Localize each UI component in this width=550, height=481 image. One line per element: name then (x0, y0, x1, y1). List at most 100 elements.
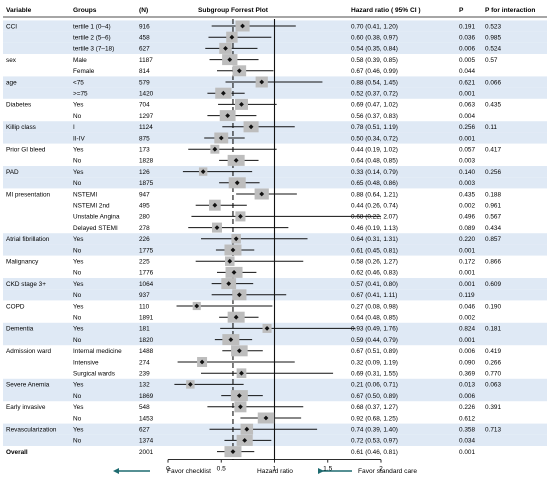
cell-p-interaction: 0.866 (485, 259, 501, 266)
cell-p-interaction: 0.066 (485, 79, 501, 86)
cell-p-interaction: 0.609 (485, 281, 501, 288)
table-header: Variable Groups (N) Subgroup Forrest Plo… (6, 7, 535, 14)
cell-hazard-ratio: 0.27 (0.08, 0.98) (351, 303, 398, 310)
point-estimate (226, 281, 232, 286)
point-estimate (231, 270, 237, 275)
point-estimate (212, 202, 218, 208)
cell-p: 0.001 (459, 270, 475, 277)
cell-hazard-ratio: 0.58 (0.39, 0.85) (351, 57, 398, 64)
cell-p: 0.369 (459, 371, 475, 378)
cell-n: 1891 (139, 315, 154, 322)
cell-p-interaction: 0.770 (485, 371, 501, 378)
header-n: (N) (139, 7, 148, 14)
cell-group: No (73, 415, 82, 422)
cell-hazard-ratio: 0.62 (0.46, 0.83) (351, 270, 398, 277)
cell-p: 0.063 (459, 102, 475, 109)
cell-p: 0.002 (459, 203, 475, 210)
cell-n: 110 (139, 303, 150, 310)
point-estimate (225, 113, 231, 118)
point-estimate (187, 382, 193, 387)
cell-hazard-ratio: 0.78 (0.51, 1.19) (351, 124, 398, 131)
cell-hazard-ratio: 0.59 (0.44, 0.79) (351, 337, 398, 344)
arrow-left-icon (113, 468, 119, 474)
cell-p-interaction: 0.256 (485, 169, 501, 176)
cell-group: Yes (73, 281, 83, 288)
x-tick-label: 0 (166, 466, 170, 473)
point-estimate (238, 404, 243, 410)
cell-group: NSTEMI (73, 191, 97, 198)
cell-p: 0.004 (459, 113, 475, 120)
cell-group: Yes (73, 147, 83, 154)
cell-hazard-ratio: 0.88 (0.64, 1.21) (351, 191, 398, 198)
cell-group: Unstable Angina (73, 214, 120, 221)
cell-p-interaction: 0.435 (485, 102, 501, 109)
cell-p-interaction: 0.57 (485, 57, 498, 64)
cell-variable: Malignancy (6, 259, 39, 266)
x-tick-label: 1 (273, 466, 277, 473)
cell-p: 0.003 (459, 180, 475, 187)
cell-p: 0.001 (459, 135, 475, 142)
cell-group: No (73, 315, 82, 322)
cell-hazard-ratio: 0.64 (0.48, 0.85) (351, 158, 398, 165)
header-p-interaction: P for interaction (485, 7, 535, 14)
cell-n: 2001 (139, 449, 154, 456)
cell-group: Yes (73, 169, 83, 176)
cell-p: 0.006 (459, 393, 475, 400)
cell-hazard-ratio: 0.67 (0.41, 1.11) (351, 292, 397, 299)
cell-n: 280 (139, 214, 150, 221)
cell-variable: Prior GI bleed (6, 147, 46, 154)
point-estimate (233, 236, 239, 242)
cell-n: 947 (139, 191, 150, 198)
cell-group: tertile 2 (5–6) (73, 35, 111, 42)
point-estimate (228, 337, 234, 342)
cell-n: 627 (139, 427, 150, 434)
point-estimate (199, 359, 205, 365)
cell-n: 132 (139, 382, 150, 389)
cell-n: 814 (139, 68, 150, 75)
cell-variable: Overall (6, 449, 28, 456)
cell-group: Yes (73, 303, 83, 310)
cell-p: 0.496 (459, 214, 475, 221)
cell-p-interaction: 0.434 (485, 225, 501, 232)
cell-n: 1869 (139, 393, 154, 400)
cell-n: 937 (139, 292, 150, 299)
cell-p: 0.034 (459, 438, 475, 445)
point-estimate (242, 438, 248, 443)
cell-variable: PAD (6, 169, 19, 176)
cell-n: 226 (139, 236, 150, 243)
point-estimate (227, 57, 233, 62)
favor-right-label: Favor standard care (358, 468, 417, 475)
cell-p: 0.044 (459, 68, 475, 75)
cell-n: 1453 (139, 415, 154, 422)
cell-hazard-ratio: 0.67 (0.46, 0.99) (351, 68, 398, 75)
cell-p-interaction: 0.391 (485, 404, 501, 411)
point-estimate (259, 79, 265, 85)
cell-p: 0.824 (459, 326, 475, 333)
cell-hazard-ratio: 0.69 (0.47, 1.02) (351, 102, 398, 109)
cell-p-interaction: 0.713 (485, 427, 501, 434)
cell-hazard-ratio: 0.68 (0.22, 2.07) (351, 214, 398, 221)
cell-variable: Severe Anemia (6, 382, 50, 389)
cell-n: 579 (139, 79, 150, 86)
cell-p: 0.006 (459, 46, 475, 53)
point-estimate (234, 180, 240, 186)
cell-n: 278 (139, 225, 150, 232)
cell-n: 916 (139, 23, 150, 30)
cell-p: 0.226 (459, 404, 475, 411)
cell-group: No (73, 438, 82, 445)
header-variable: Variable (6, 7, 32, 14)
cell-hazard-ratio: 0.52 (0.37, 0.72) (351, 91, 398, 98)
cell-p-interaction: 0.524 (485, 46, 501, 53)
cell-p: 0.089 (459, 225, 475, 232)
cell-group: Yes (73, 326, 83, 333)
point-estimate (218, 135, 224, 141)
cell-group: tertile 3 (7–18) (73, 46, 114, 53)
cell-group: Yes (73, 427, 83, 434)
cell-p: 0.358 (459, 427, 475, 434)
cell-variable: Revascularization (6, 427, 57, 434)
cell-p: 0.002 (459, 315, 475, 322)
cell-hazard-ratio: 0.60 (0.38, 0.97) (351, 35, 398, 42)
plot-area (174, 19, 381, 460)
cell-n: 1297 (139, 113, 154, 120)
cell-hazard-ratio: 0.93 (0.49, 1.76) (351, 326, 398, 333)
